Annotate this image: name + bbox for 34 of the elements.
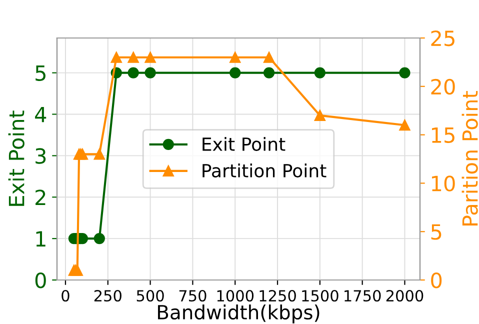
y2-tick-label: 5	[431, 224, 442, 240]
x-tick-label: 1250	[260, 290, 296, 302]
point	[230, 52, 241, 63]
x-tick-label: 1750	[344, 290, 381, 302]
y-tick-label: 4	[35, 106, 46, 122]
x-tick-label: 1000	[217, 290, 254, 302]
point	[399, 120, 410, 131]
legend-label: Exit Point	[202, 137, 286, 151]
y2-tick-label: 0	[431, 272, 442, 288]
x-axis-title: Bandwidth(kbps)	[158, 304, 320, 324]
y-tick-label: 5	[36, 66, 46, 82]
y2-tick-label: 25	[431, 30, 454, 46]
point	[94, 148, 105, 160]
x-tick-label: 2000	[386, 290, 424, 302]
point	[110, 52, 122, 63]
legend-label: Partition Point	[202, 164, 326, 178]
y2-tick-label: 10	[432, 176, 455, 192]
x-tick-label: 1500	[302, 290, 338, 302]
y-tick-label: 0	[35, 272, 46, 288]
x-tick-label: 0	[62, 290, 70, 302]
y2-axis-title: Parition Point	[462, 91, 478, 226]
point	[314, 110, 326, 121]
y2-tick-label: 20	[431, 78, 455, 95]
point	[144, 52, 156, 63]
y-tick-label: 2	[36, 190, 46, 206]
y-tick-label: 3	[36, 148, 46, 164]
y-axis-title: Exit Point	[8, 110, 24, 206]
y2-tick-label: 15	[432, 128, 454, 144]
y-tick-label: 1	[36, 231, 46, 246]
x-tick-label: 750	[179, 290, 206, 302]
point	[128, 52, 139, 63]
point	[263, 52, 275, 63]
x-tick-label: 250	[94, 290, 122, 302]
x-tick-label: 500	[136, 290, 164, 302]
